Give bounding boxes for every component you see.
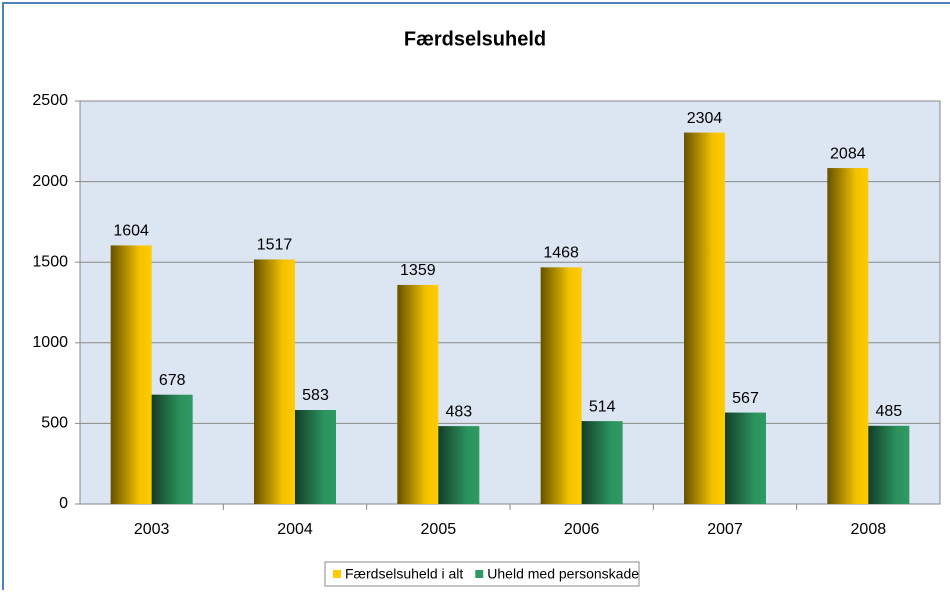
bar-shade xyxy=(397,284,439,504)
data-label: 1359 xyxy=(400,262,436,279)
data-label: 678 xyxy=(159,372,186,389)
legend-label: Uheld med personskade xyxy=(487,566,639,582)
data-label: 1517 xyxy=(257,237,293,254)
y-tick-label: 0 xyxy=(59,495,68,512)
y-tick-label: 2000 xyxy=(32,173,68,190)
legend-swatch xyxy=(333,570,341,578)
legend-label: Færdselsuheld i alt xyxy=(345,566,463,582)
bar-shade xyxy=(110,245,152,505)
x-tick-label: 2005 xyxy=(421,521,457,538)
data-label: 1468 xyxy=(543,245,579,262)
x-tick-label: 2006 xyxy=(564,521,600,538)
chart-title: Færdselsuheld xyxy=(404,28,546,50)
plot-area xyxy=(79,100,941,505)
bar-shade xyxy=(540,267,582,504)
bar-shade xyxy=(295,410,336,504)
data-label: 1604 xyxy=(113,223,149,240)
data-label: 2304 xyxy=(687,110,723,127)
bar-shade xyxy=(827,168,869,504)
x-tick-label: 2004 xyxy=(277,521,313,538)
legend-swatch xyxy=(475,570,484,578)
data-label: 485 xyxy=(875,403,902,420)
y-tick-label: 500 xyxy=(41,415,68,432)
data-label: 483 xyxy=(445,403,472,420)
bar-shade xyxy=(151,394,193,504)
y-tick-label: 1500 xyxy=(32,253,68,270)
bar-shade xyxy=(725,412,766,504)
data-label: 567 xyxy=(732,390,759,407)
y-tick-label: 1000 xyxy=(32,334,68,351)
bar-shade xyxy=(684,132,725,504)
x-tick-label: 2008 xyxy=(851,521,887,538)
y-tick-label: 2500 xyxy=(32,92,68,109)
bar-shade xyxy=(438,426,480,504)
x-tick-label: 2007 xyxy=(707,521,743,538)
data-label: 514 xyxy=(589,398,616,415)
data-label: 2084 xyxy=(830,145,866,162)
bar-shade xyxy=(868,425,910,504)
bar-shade xyxy=(254,259,295,504)
x-tick-label: 2003 xyxy=(134,521,170,538)
bar-shade xyxy=(581,421,623,504)
data-label: 583 xyxy=(302,387,329,404)
